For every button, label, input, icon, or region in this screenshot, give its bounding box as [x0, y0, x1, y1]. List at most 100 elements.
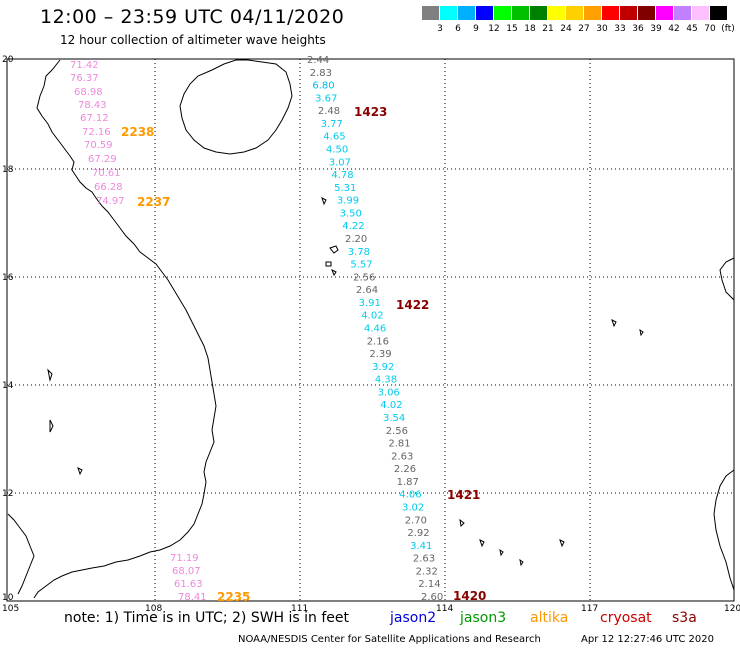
lon-tick-label: 105: [2, 604, 19, 614]
wave-height-value: 67.29: [88, 154, 117, 165]
lat-tick-label: 18: [2, 165, 14, 175]
footer-credit: NOAA/NESDIS Center for Satellite Applica…: [238, 634, 541, 645]
wave-height-value: 3.92: [372, 362, 394, 373]
track-time-label: 1420: [453, 589, 486, 603]
wave-height-value: 66.28: [94, 182, 123, 193]
scale-swatch: [422, 6, 439, 20]
altimeter-tracks: 71.42 76.37 68.98 78.43 67.12 72.16 70.59 67.29…: [70, 55, 486, 604]
track-time-label: 1422: [396, 298, 429, 312]
wave-height-value: 3.99: [337, 196, 359, 207]
scale-label: 33: [614, 24, 626, 34]
note-text: note: 1) Time is in UTC; 2) SWH is in fe…: [64, 610, 350, 626]
footer-timestamp: Apr 12 12:27:46 UTC 2020: [581, 634, 714, 645]
wave-height-value: 4.22: [342, 221, 364, 232]
scale-swatch: [512, 6, 529, 20]
legend-altika: altika: [530, 610, 569, 626]
lat-tick-label: 10: [2, 593, 14, 603]
wave-height-value: 2.48: [318, 106, 340, 117]
scale-swatch: [602, 6, 619, 20]
scale-swatch: [692, 6, 709, 20]
track-time-label: 2237: [137, 195, 170, 209]
wave-height-value: 5.57: [350, 260, 372, 271]
legend-cryosat: cryosat: [600, 610, 652, 626]
scale-swatch: [620, 6, 637, 20]
scale-swatch: [476, 6, 493, 20]
wave-height-value: 6.80: [312, 81, 334, 92]
wave-height-value: 3.78: [348, 247, 370, 258]
scale-label: 15: [506, 24, 518, 34]
wave-height-value: 2.26: [394, 464, 416, 475]
scale-swatch: [458, 6, 475, 20]
scale-swatch: [440, 6, 457, 20]
map-frame: [6, 58, 735, 602]
map-subtitle: 12 hour collection of altimeter wave hei…: [60, 33, 326, 47]
lon-tick-label: 117: [581, 604, 598, 614]
wave-height-value: 76.37: [70, 73, 99, 84]
legend-jason3: jason3: [460, 610, 507, 626]
wave-height-value: 4.02: [361, 311, 383, 322]
wave-height-value: 3.50: [340, 208, 362, 219]
scale-swatch: [548, 6, 565, 20]
wave-height-value: 2.63: [391, 451, 413, 462]
track-time-label: 1421: [447, 488, 480, 502]
scale-swatch: [674, 6, 691, 20]
wave-height-value: 68.07: [172, 566, 201, 577]
scale-swatch: [566, 6, 583, 20]
scale-label: 24: [560, 24, 572, 34]
wave-height-value: 3.91: [359, 298, 381, 309]
lon-tick-label: 108: [145, 604, 162, 614]
coastline: [7, 59, 735, 599]
wave-height-value: 74.97: [96, 196, 125, 207]
scale-label: 45: [686, 24, 698, 34]
wave-height-value: 3.02: [402, 503, 424, 514]
lon-tick-label: 114: [436, 604, 453, 614]
scale-label: 6: [455, 24, 461, 34]
scale-label: 36: [632, 24, 644, 34]
wave-height-value: 78.41: [178, 592, 207, 603]
longitude-labels: 105 108 111 114 117 120: [2, 604, 740, 614]
lat-tick-label: 20: [2, 55, 14, 65]
wave-height-value: 78.43: [78, 100, 107, 111]
lon-tick-label: 111: [291, 604, 308, 614]
wave-height-value: 4.02: [380, 400, 402, 411]
wave-height-value: 3.54: [383, 413, 405, 424]
wave-height-value: 2.81: [388, 439, 410, 450]
scale-label: 70: [704, 24, 716, 34]
scale-swatch: [638, 6, 655, 20]
wave-height-value: 2.70: [405, 515, 427, 526]
wave-height-value: 2.56: [386, 426, 408, 437]
lat-tick-label: 12: [2, 489, 13, 499]
wave-height-value: 4.46: [364, 324, 386, 335]
scale-swatch: [530, 6, 547, 20]
lon-tick-label: 120: [724, 604, 740, 614]
wave-height-value: 2.14: [418, 579, 440, 590]
wave-height-value: 4.06: [399, 490, 421, 501]
wave-height-value: 70.61: [92, 168, 121, 179]
wave-height-value: 2.83: [310, 68, 332, 79]
latitude-labels: 20 18 16 14 12 10: [2, 55, 14, 603]
lat-tick-label: 14: [2, 381, 14, 391]
wave-height-value: 2.64: [356, 285, 378, 296]
scale-label: 18: [524, 24, 536, 34]
wave-height-value: 71.42: [70, 60, 99, 71]
wave-height-value: 2.63: [413, 554, 435, 565]
wave-height-value: 2.44: [307, 55, 329, 66]
wave-height-value: 72.16: [82, 127, 111, 138]
wave-height-value: 3.77: [321, 119, 343, 130]
legend-jason2: jason2: [390, 610, 437, 626]
wave-height-value: 4.65: [323, 132, 345, 143]
wave-height-value: 3.41: [410, 541, 432, 552]
wave-height-value: 3.06: [378, 387, 400, 398]
wave-height-value: 2.56: [353, 272, 375, 283]
track-time-label: 2238: [121, 125, 154, 139]
scale-label: 21: [542, 24, 554, 34]
map-title: 12:00 – 23:59 UTC 04/11/2020: [40, 6, 345, 28]
wave-height-value: 4.38: [375, 375, 397, 386]
wave-height-value: 2.32: [416, 566, 438, 577]
wave-height-value: 67.12: [80, 113, 109, 124]
scale-label: 27: [578, 24, 590, 34]
scale-swatch: [494, 6, 511, 20]
wave-height-value: 61.63: [174, 579, 203, 590]
track-time-label: 2235: [217, 590, 250, 604]
